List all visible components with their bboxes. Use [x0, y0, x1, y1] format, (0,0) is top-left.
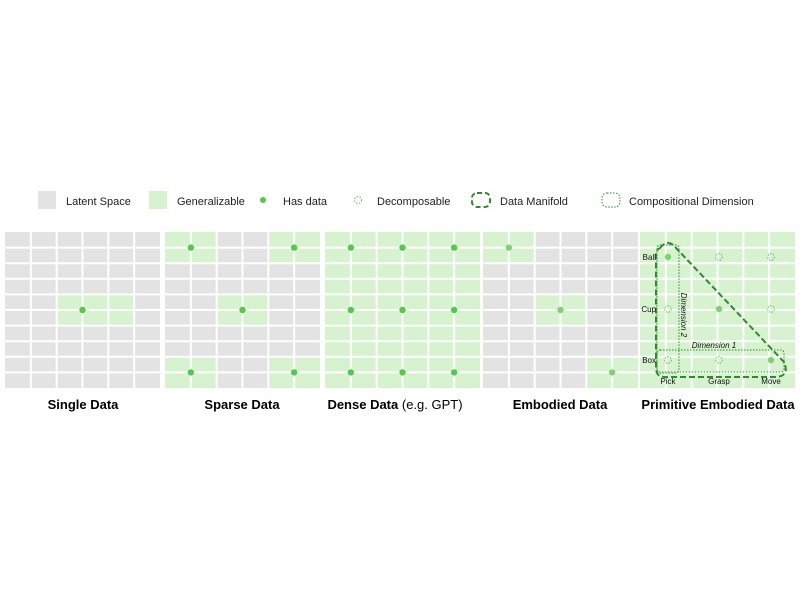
data-point — [399, 306, 406, 314]
caption-dense: Dense Data (e.g. GPT) — [327, 397, 462, 412]
decomposable-point — [715, 356, 723, 364]
data-point — [347, 369, 355, 376]
caption-sparse: Sparse Data — [204, 397, 280, 412]
data-point — [450, 369, 458, 376]
col-label-pick: Pick — [660, 377, 676, 386]
data-point — [715, 305, 723, 313]
decomposable-point — [664, 305, 672, 313]
col-label-grasp: Grasp — [708, 377, 730, 386]
caption-dense-suffix: (e.g. GPT) — [398, 397, 462, 412]
legend-manifold-swatch — [471, 192, 491, 208]
captions: Single Data Sparse Data Dense Data (e.g.… — [48, 397, 796, 412]
panel-dense — [325, 232, 480, 388]
data-point — [505, 244, 513, 251]
data-point — [450, 244, 458, 251]
data-point — [79, 306, 86, 314]
caption-primitive: Primitive Embodied Data — [641, 397, 795, 412]
legend-decomposable-label: Decomposable — [377, 196, 450, 208]
data-point — [187, 369, 195, 376]
row-label-cup: Cup — [641, 305, 656, 314]
data-point — [557, 306, 564, 314]
decomposable-point — [767, 253, 775, 261]
legend-latent-label: Latent Space — [66, 196, 131, 208]
data-point — [239, 306, 246, 314]
caption-single: Single Data — [48, 397, 120, 412]
data-point — [347, 244, 355, 251]
data-point — [290, 369, 298, 376]
panels: Ball Cup Box Pick Grasp Move Dimension 1 Dimens… — [5, 232, 795, 388]
legend-compositional-swatch — [601, 192, 621, 208]
compositional-dimension-1-box — [656, 349, 785, 373]
legend-compositional-label: Compositional Dimension — [629, 196, 754, 208]
data-point — [399, 369, 406, 376]
panel-embodied — [483, 232, 638, 388]
decomposable-point — [767, 305, 775, 313]
dimension-2-label: Dimension 2 — [679, 293, 688, 338]
row-label-box: Box — [642, 356, 656, 365]
caption-embodied: Embodied Data — [513, 397, 608, 412]
data-manifold — [655, 242, 787, 378]
legend-manifold-label: Data Manifold — [500, 196, 568, 208]
legend-latent-swatch — [38, 191, 56, 209]
dimension-1-label: Dimension 1 — [692, 341, 736, 350]
data-point — [608, 369, 616, 376]
data-point — [347, 306, 355, 314]
panel-sparse — [165, 232, 320, 388]
legend-has-data-label: Has data — [283, 196, 328, 208]
panel-single — [5, 232, 160, 388]
data-point — [187, 244, 195, 251]
legend: Latent Space Generalizable Has data Deco… — [38, 191, 754, 209]
legend-generalizable-label: Generalizable — [177, 196, 245, 208]
legend-has-data-dot — [260, 197, 266, 203]
caption-dense-main: Dense Data — [327, 397, 399, 412]
data-point — [664, 253, 672, 261]
legend-decomposable-dot — [354, 196, 362, 204]
decomposable-point — [664, 356, 672, 364]
data-point — [290, 244, 298, 251]
legend-generalizable-swatch — [149, 191, 167, 209]
data-point — [399, 244, 406, 251]
data-point — [767, 356, 775, 364]
data-point — [450, 306, 458, 314]
decomposable-point — [715, 253, 723, 261]
panel-primitive: Ball Cup Box Pick Grasp Move Dimension 1 Dimens… — [640, 232, 795, 388]
col-label-move: Move — [761, 377, 781, 386]
row-label-ball: Ball — [643, 253, 657, 262]
